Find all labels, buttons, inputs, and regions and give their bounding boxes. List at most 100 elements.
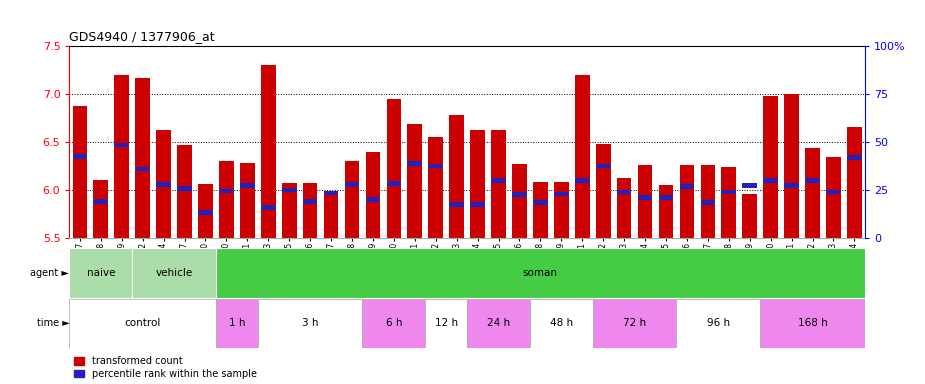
Text: 72 h: 72 h	[623, 318, 647, 328]
Bar	[676, 299, 760, 348]
Bar	[363, 299, 426, 348]
Bar	[198, 210, 213, 215]
Bar	[743, 194, 757, 238]
Bar	[178, 186, 191, 190]
Bar	[680, 184, 695, 189]
Bar	[428, 164, 443, 169]
Bar	[722, 190, 736, 194]
Bar	[156, 182, 171, 187]
Bar	[302, 183, 317, 238]
Text: vehicle: vehicle	[155, 268, 192, 278]
Bar	[617, 190, 632, 194]
Bar	[743, 183, 757, 188]
Bar	[407, 161, 422, 166]
Bar	[467, 299, 530, 348]
Bar	[115, 142, 129, 147]
Bar	[302, 199, 317, 204]
Text: 48 h: 48 h	[549, 318, 573, 328]
Bar	[178, 145, 191, 238]
Bar	[805, 178, 820, 183]
Bar	[115, 75, 129, 238]
Text: time ►: time ►	[37, 318, 69, 328]
Bar	[324, 194, 339, 238]
Bar	[784, 94, 799, 238]
Bar	[593, 299, 676, 348]
Text: control: control	[125, 318, 161, 328]
Bar	[700, 200, 715, 205]
Bar	[135, 78, 150, 238]
Bar	[512, 164, 526, 238]
Bar	[763, 96, 778, 238]
Bar	[617, 177, 632, 238]
Bar	[240, 163, 254, 238]
Bar	[533, 182, 548, 238]
Bar	[680, 165, 695, 238]
Bar	[426, 299, 467, 348]
Text: GDS4940 / 1377906_at: GDS4940 / 1377906_at	[69, 30, 215, 43]
Bar	[826, 157, 841, 238]
Bar	[763, 178, 778, 183]
Bar	[132, 248, 216, 298]
Bar	[554, 182, 569, 238]
Bar	[826, 190, 841, 194]
Bar	[470, 202, 485, 207]
Bar	[365, 197, 380, 202]
Bar	[261, 65, 276, 238]
Bar	[93, 180, 108, 238]
Bar	[365, 152, 380, 238]
Bar	[345, 161, 359, 238]
Text: 6 h: 6 h	[386, 318, 402, 328]
Bar	[637, 165, 652, 238]
Bar	[722, 167, 736, 238]
Bar	[387, 181, 401, 186]
Bar	[72, 106, 87, 238]
Bar	[554, 192, 569, 196]
Bar	[450, 115, 464, 238]
Bar	[700, 165, 715, 238]
Bar	[575, 75, 589, 238]
Bar	[575, 178, 589, 183]
Bar	[93, 199, 108, 204]
Bar	[596, 144, 611, 238]
Bar	[258, 299, 363, 348]
Bar	[659, 195, 673, 200]
Bar	[491, 178, 506, 183]
Bar	[407, 124, 422, 238]
Text: agent ►: agent ►	[31, 268, 69, 278]
Bar	[216, 248, 865, 298]
Text: 96 h: 96 h	[707, 318, 730, 328]
Bar	[345, 182, 359, 187]
Bar	[847, 127, 862, 238]
Text: 24 h: 24 h	[487, 318, 510, 328]
Bar	[156, 130, 171, 238]
Text: 1 h: 1 h	[228, 318, 245, 328]
Bar	[219, 161, 234, 238]
Text: soman: soman	[523, 268, 558, 278]
Bar	[805, 148, 820, 238]
Bar	[659, 185, 673, 238]
Bar	[533, 200, 548, 205]
Legend: transformed count, percentile rank within the sample: transformed count, percentile rank withi…	[74, 356, 257, 379]
Bar	[72, 154, 87, 159]
Bar	[69, 248, 132, 298]
Bar	[491, 130, 506, 238]
Bar	[450, 202, 464, 207]
Bar	[198, 184, 213, 238]
Bar	[637, 195, 652, 200]
Bar	[428, 137, 443, 238]
Bar	[470, 130, 485, 238]
Bar	[216, 299, 258, 348]
Bar	[784, 183, 799, 188]
Text: naive: naive	[87, 268, 115, 278]
Bar	[760, 299, 865, 348]
Bar	[240, 183, 254, 188]
Bar	[282, 188, 297, 192]
Text: 168 h: 168 h	[797, 318, 828, 328]
Bar	[282, 183, 297, 238]
Bar	[387, 99, 401, 238]
Bar	[219, 189, 234, 194]
Bar	[324, 190, 339, 195]
Text: 3 h: 3 h	[302, 318, 318, 328]
Bar	[530, 299, 593, 348]
Bar	[261, 205, 276, 210]
